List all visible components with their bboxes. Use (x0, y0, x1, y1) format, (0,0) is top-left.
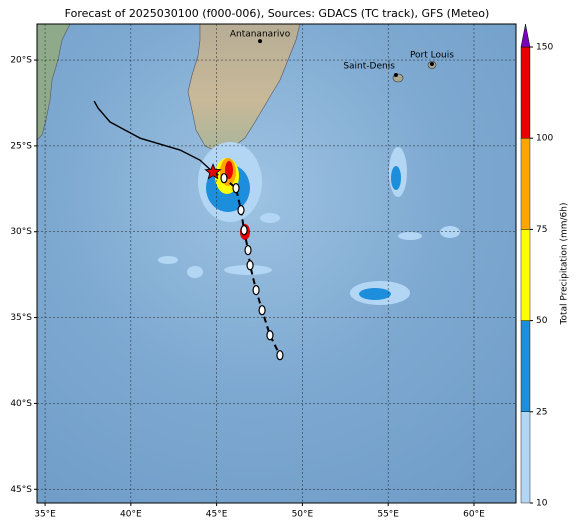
map-frame (36, 23, 517, 504)
storm-symbol (240, 225, 248, 236)
city-label: Saint-Denis (343, 61, 395, 71)
current-position (204, 163, 222, 180)
colorbar-segment (520, 320, 531, 413)
observed-track (93, 100, 214, 173)
storm-symbol (246, 260, 254, 271)
colorbar-segment (520, 411, 531, 504)
city-label: Antananarivo (230, 30, 291, 40)
storm-symbol (258, 305, 266, 316)
colorbar-tick-label: 50 (536, 316, 548, 326)
colorbar-tick-label: 75 (536, 225, 547, 235)
storm-symbol (252, 285, 260, 296)
x-tick-label: 35°E (34, 510, 56, 520)
y-tick-label: 30°S (10, 227, 32, 237)
storm-symbol (232, 183, 240, 194)
x-tick-label: 40°E (120, 510, 142, 520)
storm-symbol (276, 350, 284, 361)
city-label: Port Louis (410, 51, 454, 61)
map-title: Forecast of 2025030100 (f000-006), Sourc… (65, 7, 490, 20)
city-marker (429, 62, 434, 67)
colorbar-extend (520, 23, 531, 48)
colorbar-segment (520, 46, 531, 139)
y-tick-label: 40°S (10, 399, 32, 409)
colorbar-tick-label: 100 (536, 134, 553, 144)
track (93, 100, 284, 361)
map-area (37, 24, 516, 503)
colorbar-tick-label: 25 (536, 407, 547, 417)
storm-symbol (220, 173, 228, 184)
storm-symbol (244, 245, 252, 256)
y-tick-label: 35°S (10, 313, 32, 323)
y-tick-label: 20°S (10, 56, 32, 66)
x-tick-label: 50°E (292, 510, 314, 520)
colorbar-segment (520, 137, 531, 230)
storm-symbol (266, 330, 274, 341)
x-tick-label: 55°E (377, 510, 399, 520)
colorbar-tick-label: 10 (536, 499, 548, 509)
x-tick-label: 60°E (463, 510, 485, 520)
colorbar-segment (520, 229, 531, 321)
x-tick-label: 45°E (206, 510, 228, 520)
storm-symbol (237, 205, 245, 216)
city-marker (393, 72, 398, 77)
y-tick-label: 25°S (10, 141, 32, 151)
colorbar: 10 25 50 75 100 150 Total Precipitation (mm/6h… (520, 23, 570, 509)
grid: 35°E 40°E 45°E 50°E 55°E 60°E 20°S 25°S 30°S 35°S… (10, 24, 516, 520)
y-tick-label: 45°S (10, 485, 32, 495)
city-marker (258, 39, 263, 44)
ocean (37, 24, 516, 503)
cities: Antananarivo Port Louis Saint-Denis (230, 30, 454, 77)
colorbar-label: Total Precipitation (mm/6h) (560, 202, 570, 325)
colorbar-tick-label: 150 (536, 43, 553, 53)
